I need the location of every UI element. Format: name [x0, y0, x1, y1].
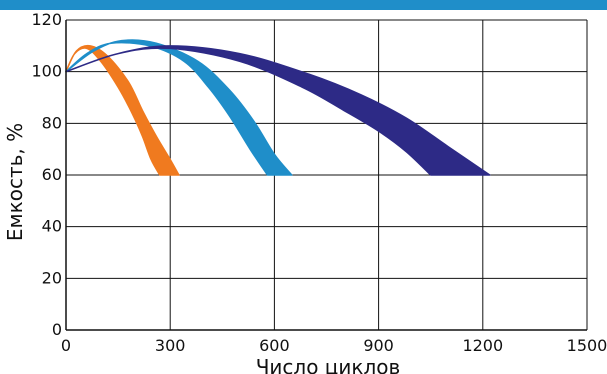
x-axis-title: Число циклов [256, 355, 401, 374]
y-tick-label-6: 120 [31, 10, 62, 29]
x-tick-label-3: 900 [363, 336, 394, 355]
x-tick-label-1: 300 [155, 336, 186, 355]
series-band-2 [65, 45, 491, 176]
y-tick-label-2: 40 [42, 217, 62, 236]
y-tick-label-4: 80 [42, 113, 62, 132]
y-tick-label-1: 20 [42, 268, 62, 287]
y-tick-label-5: 100 [31, 62, 62, 81]
tick-label-layer: 0 300 600 900 1200 1500 0 20 40 60 80 100 120 [31, 10, 607, 355]
y-axis-title: Емкость, % [3, 123, 27, 241]
series-layer [65, 39, 491, 176]
x-tick-label-0: 0 [61, 336, 71, 355]
y-tick-label-0: 0 [52, 320, 62, 339]
grid-layer [65, 19, 588, 331]
top-banner-strip [0, 0, 607, 10]
y-tick-label-3: 60 [42, 165, 62, 184]
axis-layer [65, 20, 587, 331]
series-band-1 [65, 39, 293, 176]
x-tick-label-5: 1500 [567, 336, 607, 355]
x-tick-label-4: 1200 [462, 336, 503, 355]
x-tick-label-2: 600 [259, 336, 290, 355]
series-band-0 [65, 44, 180, 176]
